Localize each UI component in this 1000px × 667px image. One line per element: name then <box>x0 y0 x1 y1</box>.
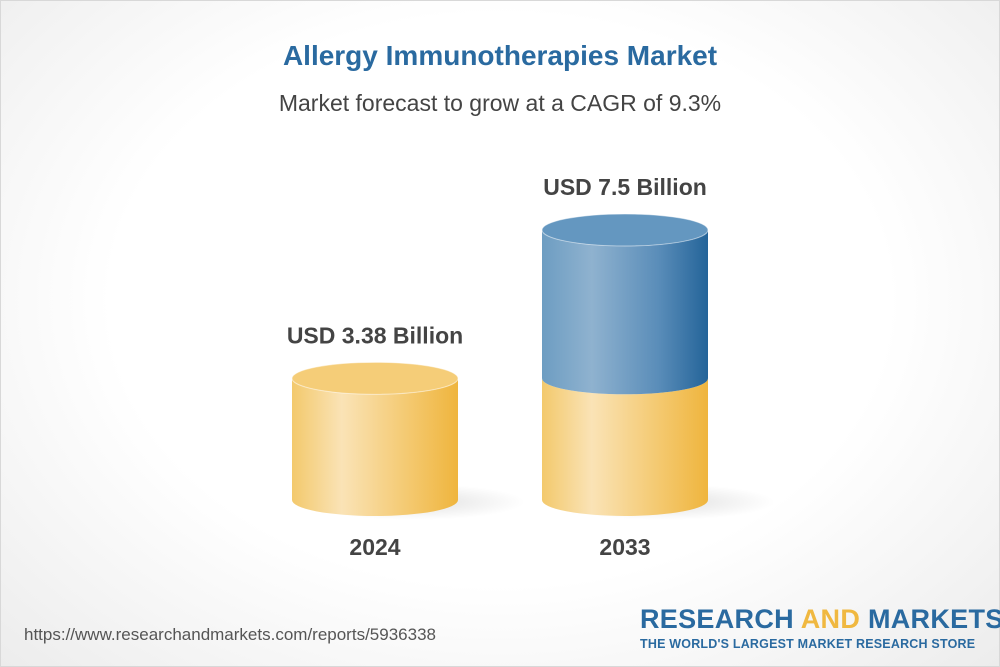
brand-logo: RESEARCH AND MARKETS THE WORLD'S LARGEST… <box>640 604 1000 651</box>
data-label: USD 3.38 Billion <box>287 322 463 348</box>
bar-2033-base <box>542 378 708 516</box>
bar-2024-base <box>292 378 458 516</box>
chart-subtitle: Market forecast to grow at a CAGR of 9.3… <box>278 90 722 116</box>
category-label: 2024 <box>349 534 400 560</box>
category-label: 2033 <box>599 534 650 560</box>
bar-top-ellipse <box>541 213 709 247</box>
bar-top-ellipse <box>291 361 459 395</box>
chart-title: Allergy Immunotherapies Market <box>282 40 718 71</box>
source-url[interactable]: https://www.researchandmarkets.com/repor… <box>24 625 436 644</box>
bar-2033-growth <box>542 230 708 395</box>
data-label: USD 7.5 Billion <box>543 174 707 200</box>
